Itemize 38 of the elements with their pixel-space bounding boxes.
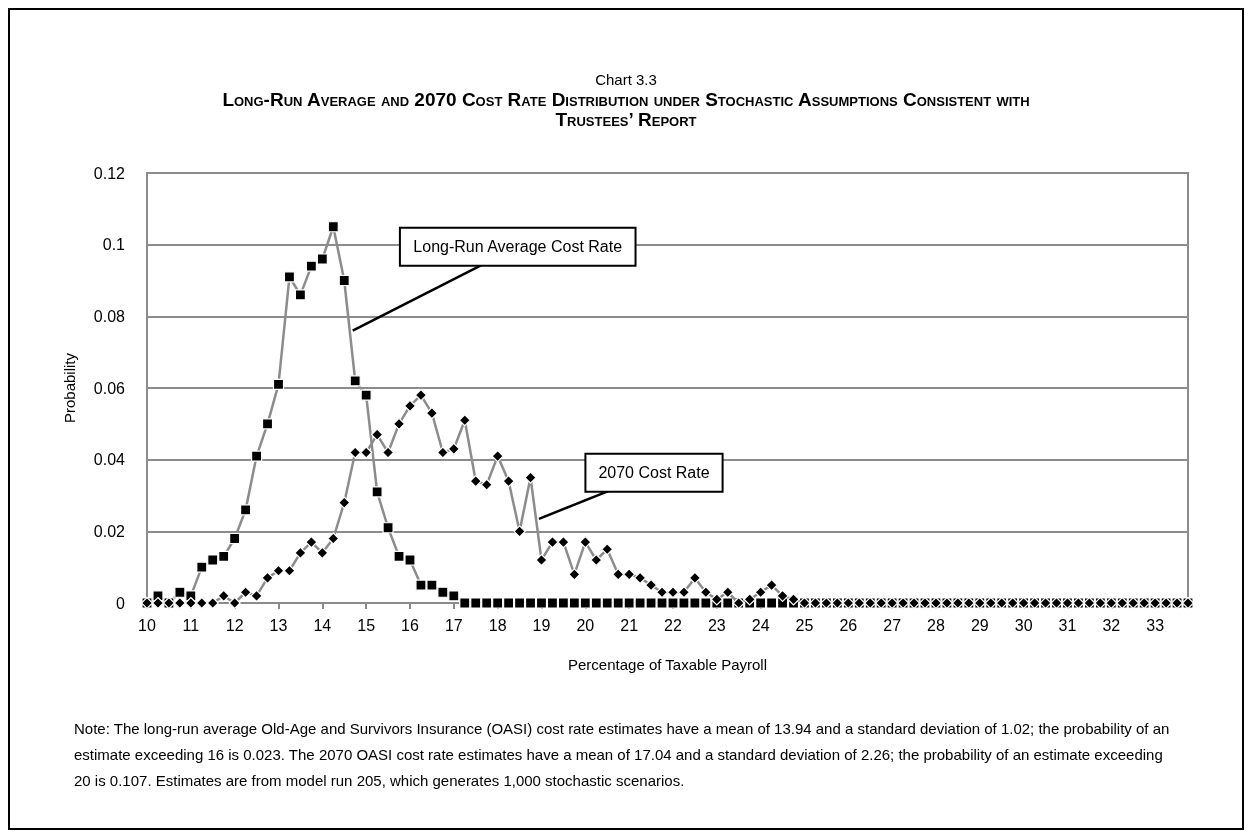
x-tick-label: 18 bbox=[488, 616, 507, 634]
x-tick-label: 23 bbox=[707, 616, 726, 634]
x-tick-label: 25 bbox=[795, 616, 814, 634]
x-tick-label: 26 bbox=[839, 616, 858, 634]
y-tick-label: 0.1 bbox=[102, 236, 126, 254]
y-tick-label: 0.08 bbox=[93, 307, 126, 325]
y-axis-title: Probability bbox=[61, 352, 78, 424]
x-tick-label: 11 bbox=[182, 616, 200, 634]
y-tick-label: 0.02 bbox=[93, 522, 126, 540]
text: Note: The long-run average Old-Age and Survivors Insurance (OASI) cost rate estimates have a mean of 13.94 and a standard deviation of 1.02; the probability of an estimate exceeding 16 is 0.023. The 2070 OASI cost rate estimates have a mean of 17.04 and a standard deviation of 2.26; the probability of an estimate exceeding 20 is 0.107. Estimates are from model run 205, which generates 1,000 stochastic scenarios. bbox=[74, 719, 1171, 791]
x-tick-label: 10 bbox=[138, 616, 156, 634]
x-tick-label: 28 bbox=[927, 616, 945, 634]
x-tick-label: 24 bbox=[751, 616, 770, 634]
y-tick-label: 0.06 bbox=[93, 379, 126, 397]
x-tick-label: 22 bbox=[664, 616, 682, 634]
chart-title: Long-Run Average and 2070 Cost Rate Distribution under Stochastic Assumptions Consistent with Trustees’ Report bbox=[221, 89, 1031, 130]
y-tick-label: 0.04 bbox=[93, 451, 126, 469]
text: 2070 Cost Rate bbox=[598, 464, 710, 482]
x-tick-label: 30 bbox=[1014, 616, 1033, 634]
x-tick-label: 32 bbox=[1102, 616, 1121, 634]
x-tick-label: 29 bbox=[970, 616, 989, 634]
x-tick-label: 13 bbox=[269, 616, 288, 634]
x-tick-label: 21 bbox=[620, 616, 639, 634]
x-tick-label: 31 bbox=[1058, 616, 1077, 634]
chart-subtitle: Chart 3.3 bbox=[594, 70, 658, 90]
x-axis-title: Percentage of Taxable Payroll bbox=[567, 656, 768, 673]
x-tick-label: 20 bbox=[576, 616, 595, 634]
x-tick-label: 14 bbox=[313, 616, 332, 634]
x-tick-label: 27 bbox=[883, 616, 902, 634]
y-tick-label: 0.12 bbox=[93, 164, 126, 182]
x-tick-label: 19 bbox=[532, 616, 551, 634]
x-tick-label: 17 bbox=[444, 616, 463, 634]
x-tick-label: 12 bbox=[225, 616, 244, 634]
x-tick-label: 33 bbox=[1146, 616, 1165, 634]
x-tick-label: 15 bbox=[357, 616, 376, 634]
y-tick-label: 0 bbox=[116, 594, 126, 612]
text: Long-Run Average Cost Rate bbox=[413, 238, 623, 256]
x-tick-label: 16 bbox=[401, 616, 419, 634]
